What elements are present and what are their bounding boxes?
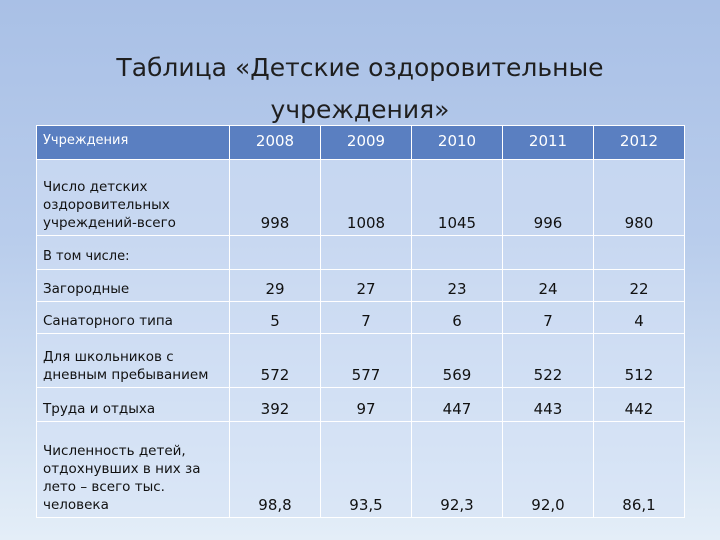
slide-title-line-1: Таблица «Детские оздоровительные <box>116 52 604 82</box>
table-cell <box>502 235 594 270</box>
table-cell: 22 <box>593 269 685 302</box>
table-row: Число детских оздоровительных учреждений… <box>36 159 685 236</box>
table-cell: 442 <box>593 387 685 422</box>
table-cell: 5 <box>229 301 321 334</box>
header-cell-institutions: Учреждения <box>36 125 230 160</box>
row-label: Для школьников с дневным пребыванием <box>36 333 230 388</box>
table-row: Труда и отдыха 392 97 447 443 442 <box>36 387 685 422</box>
table-cell: 1045 <box>411 159 503 236</box>
table-cell: 522 <box>502 333 594 388</box>
header-cell-2009: 2009 <box>320 125 412 160</box>
table-row: Санаторного типа 5 7 6 7 4 <box>36 301 685 334</box>
table-cell: 572 <box>229 333 321 388</box>
table-cell: 443 <box>502 387 594 422</box>
row-label: Загородные <box>36 269 230 302</box>
row-label: Санаторного типа <box>36 301 230 334</box>
row-label: Число детских оздоровительных учреждений… <box>36 159 230 236</box>
header-cell-2011: 2011 <box>502 125 594 160</box>
table-row: Численность детей, отдохнувших в них за … <box>36 421 685 518</box>
table-row: Для школьников с дневным пребыванием 572… <box>36 333 685 388</box>
table-header-row: Учреждения 2008 2009 2010 2011 2012 <box>36 125 685 160</box>
table-cell: 23 <box>411 269 503 302</box>
table-cell: 577 <box>320 333 412 388</box>
table-cell: 92,0 <box>502 421 594 518</box>
header-cell-2010: 2010 <box>411 125 503 160</box>
table-cell: 27 <box>320 269 412 302</box>
table-cell: 98,8 <box>229 421 321 518</box>
table-cell: 4 <box>593 301 685 334</box>
table-cell: 29 <box>229 269 321 302</box>
header-cell-2008: 2008 <box>229 125 321 160</box>
table-cell: 7 <box>502 301 594 334</box>
table-cell: 1008 <box>320 159 412 236</box>
table-cell: 93,5 <box>320 421 412 518</box>
slide-title-line-2: учреждения» <box>270 94 450 124</box>
table-row: В том числе: <box>36 235 685 270</box>
row-label: Труда и отдыха <box>36 387 230 422</box>
row-label: В том числе: <box>36 235 230 270</box>
table-cell: 7 <box>320 301 412 334</box>
table-cell: 512 <box>593 333 685 388</box>
header-cell-2012: 2012 <box>593 125 685 160</box>
table-cell: 980 <box>593 159 685 236</box>
slide-title: Таблица «Детские оздоровительные учрежде… <box>0 47 720 131</box>
table-cell: 86,1 <box>593 421 685 518</box>
institutions-table: Учреждения 2008 2009 2010 2011 2012 Числ… <box>36 125 685 518</box>
table-cell <box>411 235 503 270</box>
table-cell: 92,3 <box>411 421 503 518</box>
table-cell <box>229 235 321 270</box>
table-cell: 569 <box>411 333 503 388</box>
table-cell: 6 <box>411 301 503 334</box>
table-cell <box>593 235 685 270</box>
table-cell: 996 <box>502 159 594 236</box>
table-row: Загородные 29 27 23 24 22 <box>36 269 685 302</box>
table-cell <box>320 235 412 270</box>
table-cell: 998 <box>229 159 321 236</box>
table-cell: 24 <box>502 269 594 302</box>
table-cell: 392 <box>229 387 321 422</box>
row-label: Численность детей, отдохнувших в них за … <box>36 421 230 518</box>
table-cell: 447 <box>411 387 503 422</box>
table-cell: 97 <box>320 387 412 422</box>
